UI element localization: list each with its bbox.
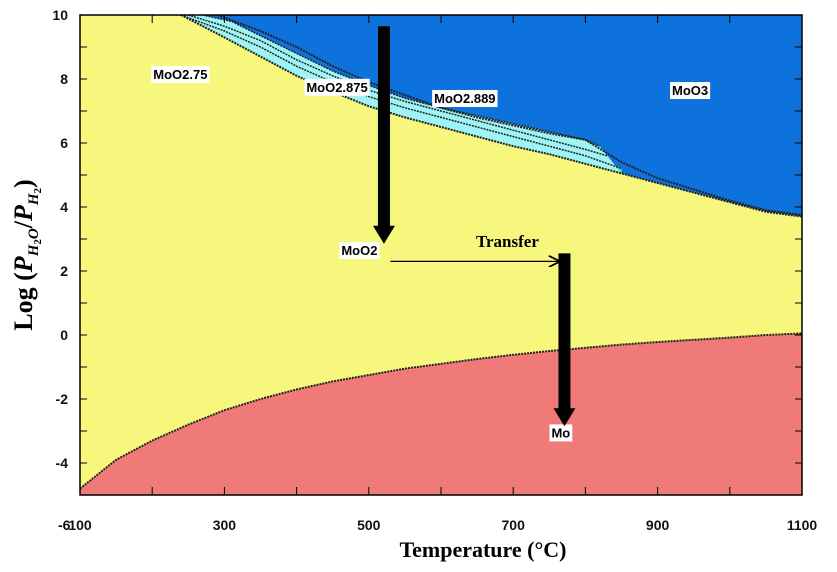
x-tick-label: 900 xyxy=(646,517,670,533)
boundary-moo2-889 xyxy=(202,15,601,147)
y-tick-label: -2 xyxy=(56,391,69,407)
y-tick-label: 8 xyxy=(60,71,68,87)
y-tick-labels: 10 8 6 4 2 0 -2 -4 xyxy=(52,7,68,471)
x-axis-label: Temperature (°C) xyxy=(399,537,566,562)
region-label-moo2-875: MoO2.875 xyxy=(304,78,370,96)
boundary-moo2-upper xyxy=(180,15,802,218)
region-labels: Mo MoO2 MoO3 MoO2.75 MoO2.875 MoO2.889 xyxy=(151,66,711,442)
y-axis-label: Log (PH2O/PH2) xyxy=(9,179,44,330)
y-tick-label: 10 xyxy=(52,7,68,23)
region-label-moo2-75: MoO2.75 xyxy=(151,66,210,83)
label-background xyxy=(549,424,573,442)
y-tick-label: 0 xyxy=(60,327,68,343)
arrow-down-moo2-to-mo xyxy=(553,253,576,427)
x-tick-label: 500 xyxy=(357,517,381,533)
label-background xyxy=(432,90,498,107)
region-label-moo3: MoO3 xyxy=(670,82,711,99)
region-label-moo2-889: MoO2.889 xyxy=(432,90,498,107)
boundary-moo2-75 xyxy=(180,15,622,170)
label-background xyxy=(304,78,370,96)
region-label-mo: Mo xyxy=(549,424,573,442)
region-moo2-889 xyxy=(181,15,622,174)
y-tick-label: -4 xyxy=(56,455,69,471)
region-label-text: Mo xyxy=(551,425,570,440)
y-corner-label: -6 xyxy=(58,517,71,533)
transfer-label: Transfer xyxy=(476,232,539,251)
region-mo xyxy=(80,333,802,495)
label-background xyxy=(151,66,210,83)
x-tick-label: 100 xyxy=(68,517,92,533)
x-tick-label: 1100 xyxy=(787,517,818,533)
axis-ticks xyxy=(79,14,803,496)
boundary-moo3 xyxy=(216,15,802,216)
label-background xyxy=(670,82,711,99)
boundary-mo-moo2 xyxy=(80,332,802,490)
annotations: Transfer xyxy=(372,26,576,427)
y-tick-label: 2 xyxy=(60,263,68,279)
boundary-moo2-875 xyxy=(188,15,608,157)
y-tick-label: 6 xyxy=(60,135,68,151)
x-tick-label: 300 xyxy=(213,517,237,533)
region-label-moo2: MoO2 xyxy=(339,242,380,259)
region-label-text: MoO2.75 xyxy=(153,67,207,82)
y-tick-label: 4 xyxy=(60,199,68,215)
x-tick-label: 700 xyxy=(502,517,526,533)
label-background xyxy=(339,242,380,259)
region-label-text: MoO2 xyxy=(341,243,377,258)
x-tick-labels: 100 300 500 700 900 1100 xyxy=(68,517,817,533)
phase-regions xyxy=(80,15,802,495)
region-label-text: MoO2.875 xyxy=(306,80,367,95)
arrow-down-moo3-to-moo2 xyxy=(372,26,395,244)
region-label-text: MoO2.889 xyxy=(434,91,495,106)
region-label-text: MoO3 xyxy=(672,83,708,98)
